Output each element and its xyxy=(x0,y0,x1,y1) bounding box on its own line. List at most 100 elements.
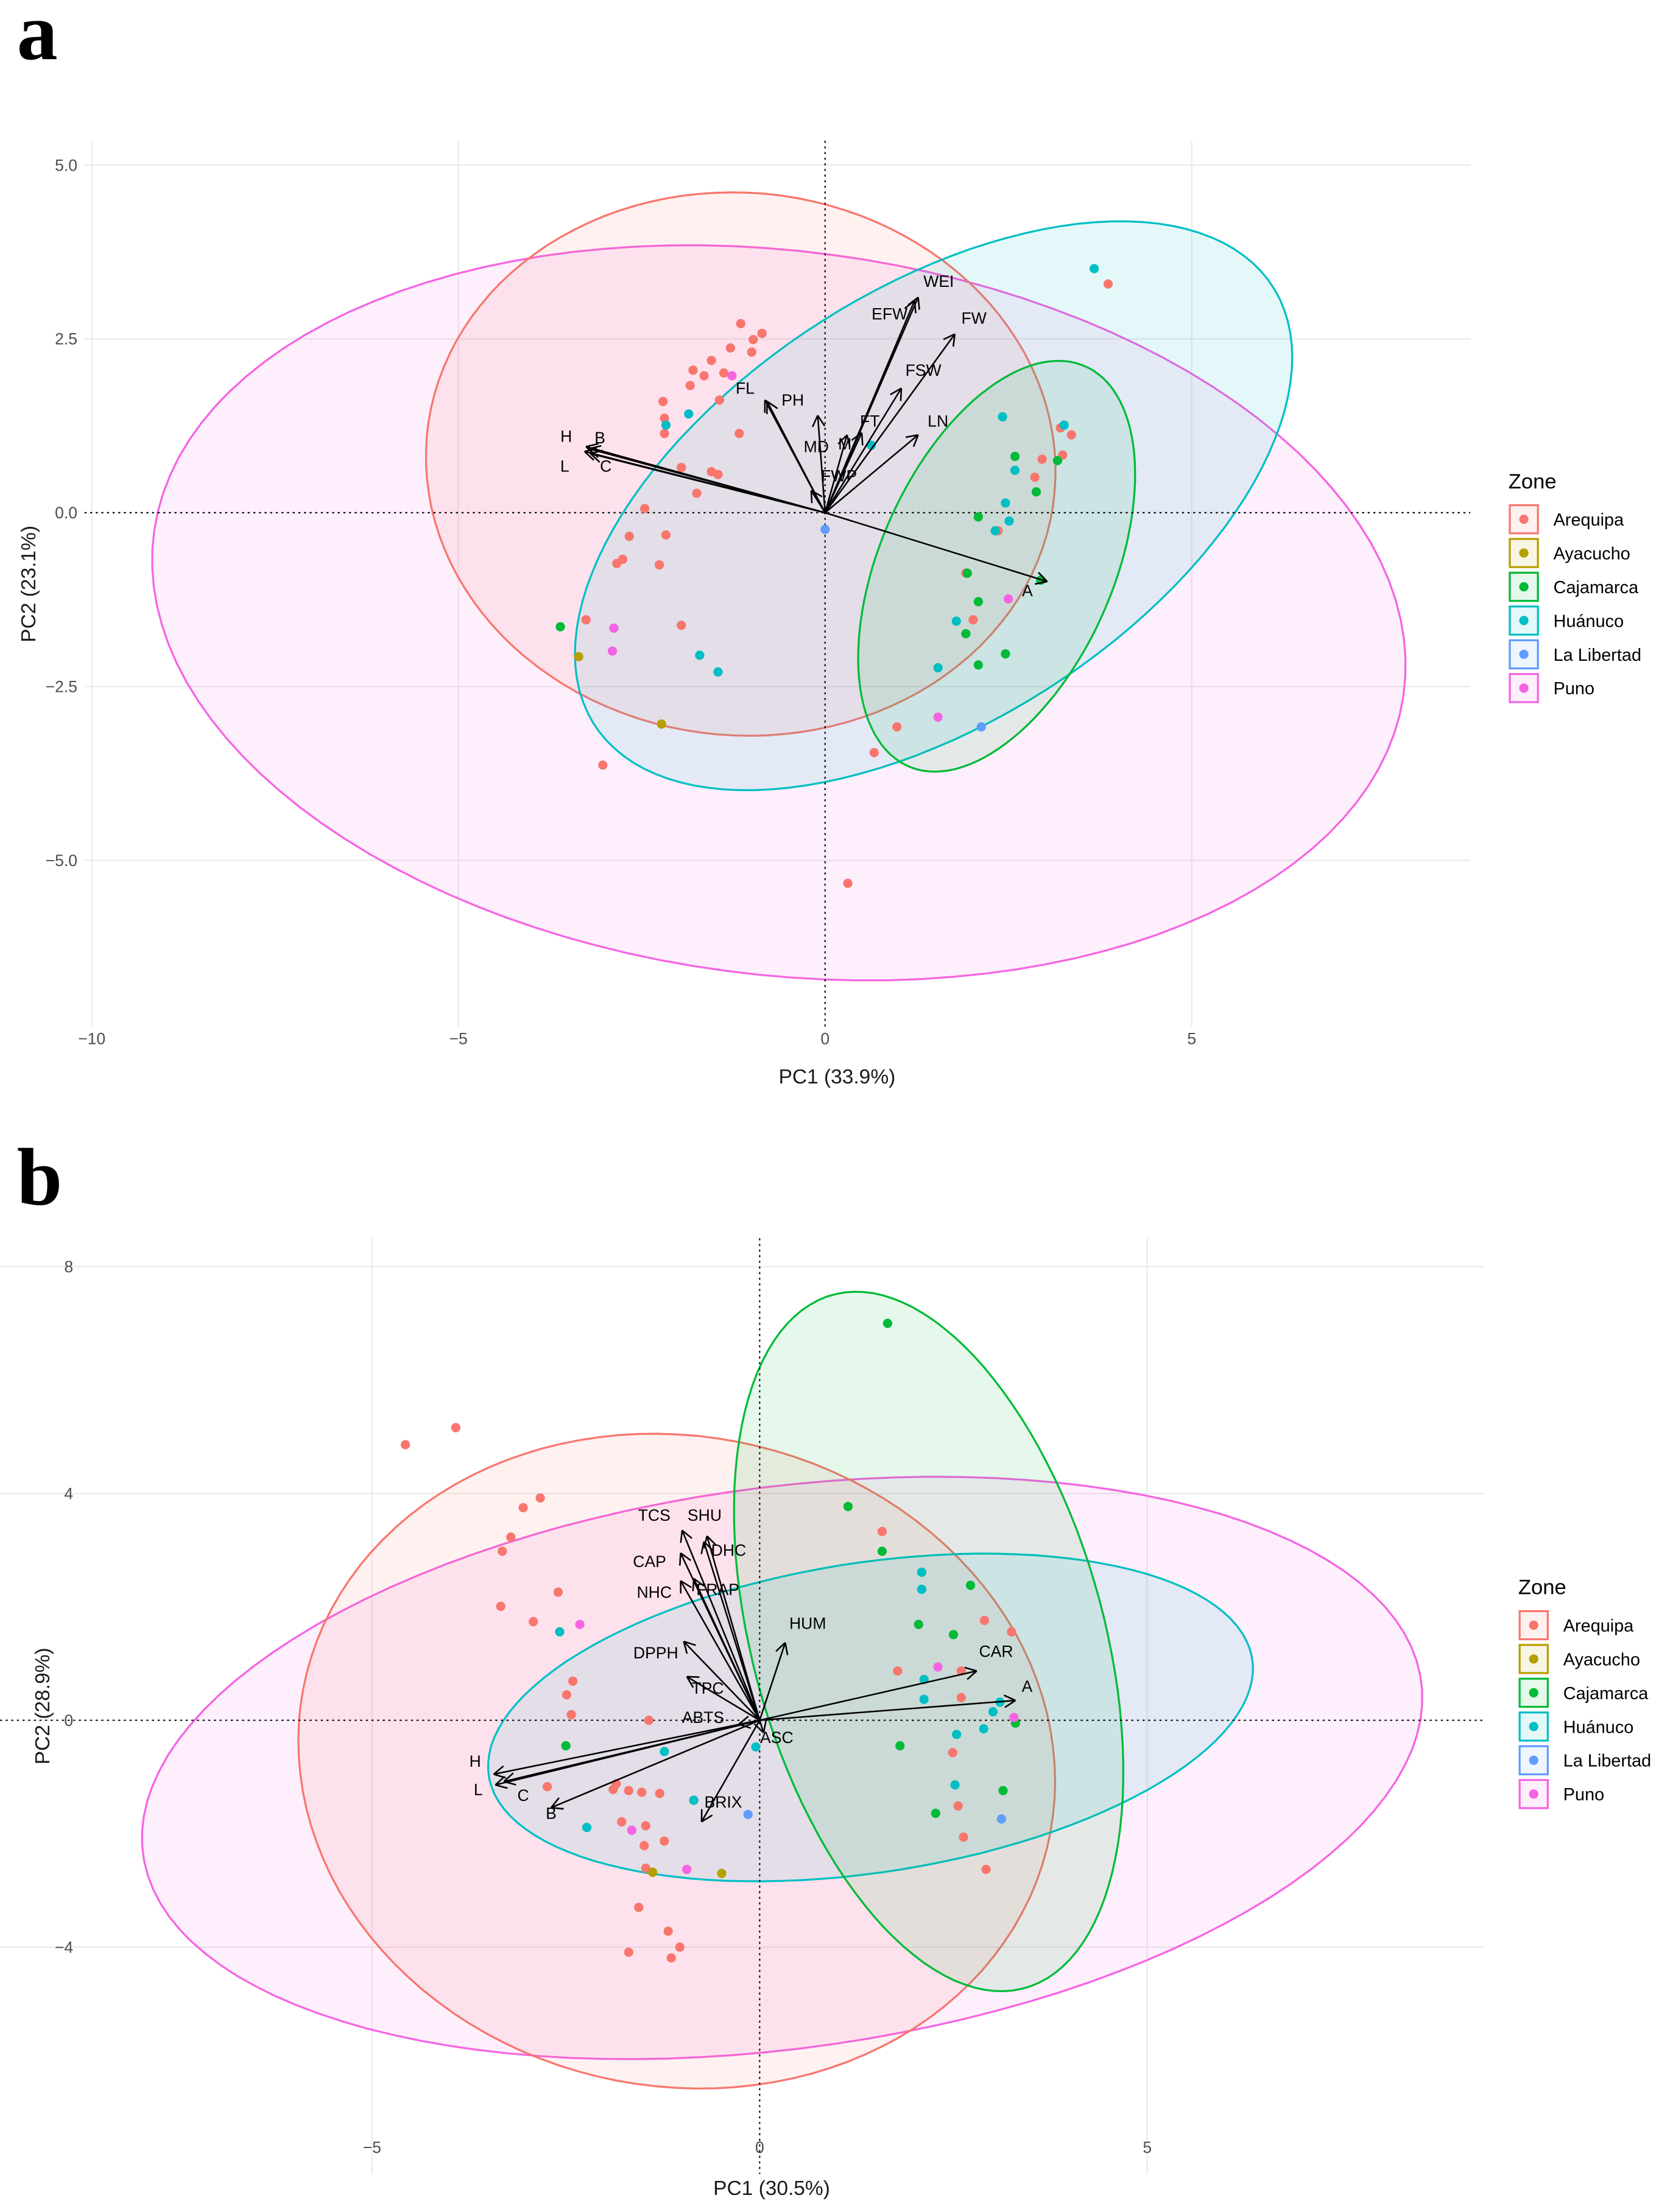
loading-label: DPPH xyxy=(633,1644,678,1662)
data-point-huánuco xyxy=(950,1780,960,1790)
data-point-arequipa xyxy=(685,381,695,390)
loading-arrow-head xyxy=(811,490,823,498)
data-point-arequipa xyxy=(624,532,634,541)
loading-arrow-head xyxy=(703,1541,714,1551)
data-point-huánuco xyxy=(660,1747,669,1756)
loading-arrow-head xyxy=(550,1797,560,1808)
legend-label: Arequipa xyxy=(1563,1616,1634,1636)
y-tick-label: −5.0 xyxy=(46,851,77,870)
loading-arrow-head xyxy=(585,443,599,448)
legend-item-huánuco: Huánuco xyxy=(1509,605,1624,636)
data-point-huánuco xyxy=(713,667,723,677)
loading-arrow-head xyxy=(686,1676,694,1688)
legend-label: Ayacucho xyxy=(1563,1650,1640,1669)
loading-arrow-head xyxy=(495,1784,508,1789)
data-point-arequipa xyxy=(655,1789,664,1798)
data-point-la-libertad xyxy=(743,1809,753,1819)
panel-label-a: a xyxy=(17,0,58,77)
data-point-arequipa xyxy=(639,1840,649,1851)
data-point-huánuco xyxy=(951,616,961,626)
y-tick-label: −2.5 xyxy=(46,677,77,696)
legend-label: Cajamarca xyxy=(1563,1684,1649,1703)
loading-arrow-head xyxy=(680,1580,692,1588)
loading-arrow-head xyxy=(810,490,813,504)
loading-arrow-head xyxy=(811,415,819,428)
data-point-ayacucho xyxy=(717,1869,727,1878)
data-point-arequipa xyxy=(692,488,702,498)
loading-arrow-a xyxy=(759,1694,1016,1721)
loading-arrow-c xyxy=(590,449,826,514)
loading-arrow-frap xyxy=(692,1577,761,1721)
loading-label: LN xyxy=(928,412,948,430)
loading-arrow-head xyxy=(683,1640,696,1646)
legend-item-puno: Puno xyxy=(1518,1779,1604,1809)
data-point-arequipa xyxy=(725,343,736,353)
data-point-arequipa xyxy=(624,1947,633,1957)
data-point-arequipa xyxy=(688,365,698,375)
data-point-arequipa xyxy=(654,560,664,570)
loading-label: SHU xyxy=(688,1506,722,1524)
loading-label: ASC xyxy=(760,1728,794,1747)
loading-arrow-fw xyxy=(824,333,956,513)
data-point-arequipa xyxy=(677,621,686,630)
data-point-arequipa xyxy=(981,1864,991,1875)
loading-arrow-head xyxy=(1034,580,1048,585)
legend-key-point xyxy=(1529,1620,1538,1630)
loading-arrow-head xyxy=(701,1814,713,1823)
data-point-arequipa xyxy=(535,1493,545,1503)
data-point-ayacucho xyxy=(574,652,583,661)
loading-arrow-m xyxy=(824,434,851,513)
loading-label: ABTS xyxy=(682,1708,724,1727)
data-point-huánuco xyxy=(582,1823,592,1833)
data-point-cajamarca xyxy=(1052,456,1063,465)
legend-key xyxy=(1518,1644,1549,1674)
loading-arrow-head xyxy=(766,401,778,409)
loading-arrow-shaft xyxy=(810,490,826,513)
loading-arrow-head xyxy=(738,1715,749,1725)
data-point-huánuco xyxy=(998,412,1007,421)
panel-label-b: b xyxy=(17,1132,63,1222)
data-point-arequipa xyxy=(959,1832,968,1842)
data-point-arequipa xyxy=(1066,430,1076,440)
legend-label: Cajamarca xyxy=(1554,578,1639,597)
data-point-huánuco xyxy=(555,1627,565,1637)
loading-arrow-dpph xyxy=(683,1640,761,1721)
loading-arrow-hum xyxy=(759,1642,789,1721)
loading-arrow-head xyxy=(775,1642,786,1652)
loading-arrow-head xyxy=(590,449,603,455)
loading-arrow-nhc xyxy=(680,1580,761,1721)
y-tick-label: 2.5 xyxy=(55,330,77,348)
data-point-arequipa xyxy=(660,429,669,439)
data-point-arequipa xyxy=(1037,454,1047,464)
legend-key-point xyxy=(1519,582,1529,592)
data-point-arequipa xyxy=(518,1502,528,1513)
data-point-huánuco xyxy=(866,440,876,450)
loading-arrow-head xyxy=(914,300,917,314)
loading-label: EFW xyxy=(872,305,907,323)
loading-label: PH xyxy=(781,391,804,409)
data-point-arequipa xyxy=(568,1676,578,1686)
x-tick-label: 0 xyxy=(820,1029,829,1048)
data-point-cajamarca xyxy=(1010,451,1020,462)
data-point-cajamarca xyxy=(877,1546,887,1556)
loading-arrow-head xyxy=(692,1578,695,1591)
legend-key-point xyxy=(1529,1755,1538,1765)
loading-arrow-shaft xyxy=(825,512,1048,583)
data-point-arequipa xyxy=(542,1781,552,1792)
data-point-cajamarca xyxy=(895,1741,905,1751)
legend-item-arequipa: Arequipa xyxy=(1509,504,1624,535)
loading-arrow-head xyxy=(846,434,851,448)
data-point-cajamarca xyxy=(973,512,984,522)
data-point-cajamarca xyxy=(1001,649,1010,659)
loading-arrow-head xyxy=(967,1670,977,1680)
data-point-arequipa xyxy=(624,1786,633,1795)
loading-label: L xyxy=(560,457,569,476)
y-tick-label: 4 xyxy=(64,1484,73,1502)
loading-arrow-head xyxy=(680,1530,683,1543)
data-point-arequipa xyxy=(660,413,669,423)
data-point-arequipa xyxy=(451,1423,461,1432)
loading-label: A xyxy=(1022,582,1033,600)
data-point-cajamarca xyxy=(555,622,565,632)
data-point-arequipa xyxy=(617,1817,627,1826)
data-point-puno xyxy=(1009,1713,1019,1722)
